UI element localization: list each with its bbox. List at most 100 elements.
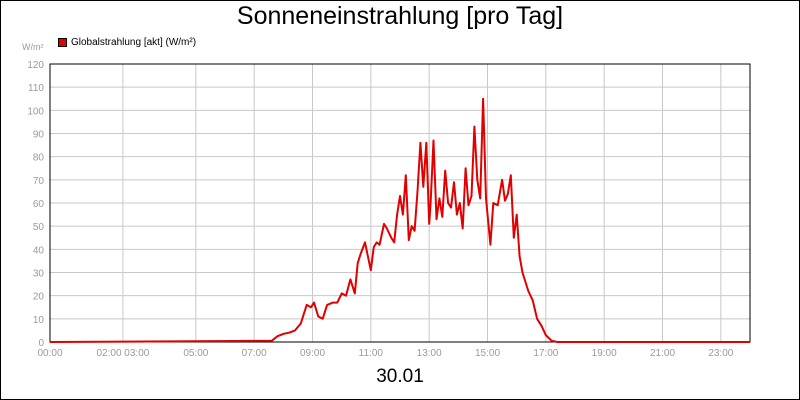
data-point — [283, 333, 284, 334]
data-point — [536, 318, 537, 319]
y-tick-label: 60 — [33, 199, 45, 210]
data-point — [445, 170, 446, 171]
y-tick-label: 100 — [27, 106, 44, 117]
data-point — [442, 216, 443, 217]
x-tick-label: 15:00 — [475, 348, 500, 359]
data-point — [510, 175, 511, 176]
data-point — [345, 295, 346, 296]
data-point — [545, 334, 546, 335]
data-point — [420, 142, 421, 143]
x-tick-label: 09:00 — [300, 348, 325, 359]
data-point — [429, 223, 430, 224]
data-point — [465, 168, 466, 169]
data-point — [532, 300, 533, 301]
x-tick-label: 05:00 — [183, 348, 208, 359]
data-point — [294, 330, 295, 331]
x-tick-label: 17:00 — [533, 348, 558, 359]
data-point — [459, 202, 460, 203]
data-point — [468, 205, 469, 206]
y-axis-unit: W/m² — [22, 42, 44, 52]
data-point — [300, 323, 301, 324]
data-point — [383, 223, 384, 224]
data-point — [373, 246, 374, 247]
data-point — [357, 263, 358, 264]
data-point — [507, 193, 508, 194]
data-point — [396, 214, 397, 215]
data-point — [453, 182, 454, 183]
y-tick-label: 110 — [28, 83, 44, 94]
plot-border — [49, 63, 751, 343]
legend: Globalstrahlung [akt] (W/m²) — [58, 37, 196, 48]
y-tick-label: 30 — [33, 269, 45, 280]
y-tick-label: 90 — [33, 130, 45, 141]
data-point — [360, 253, 361, 254]
data-point — [341, 293, 342, 294]
legend-label: Globalstrahlung [akt] (W/m²) — [71, 37, 197, 48]
data-point — [493, 202, 494, 203]
data-point — [519, 256, 520, 257]
x-tick-label: 23:00 — [708, 348, 733, 359]
legend-swatch — [58, 38, 67, 47]
data-point — [430, 202, 431, 203]
y-tick-label: 120 — [27, 60, 44, 71]
data-point — [436, 219, 437, 220]
data-point — [405, 175, 406, 176]
x-tick-label: 11:00 — [359, 348, 384, 359]
data-point — [563, 341, 564, 342]
data-point — [456, 214, 457, 215]
data-point — [402, 214, 403, 215]
data-point — [376, 242, 377, 243]
series-line-0 — [49, 97, 750, 343]
data-point — [480, 198, 481, 199]
data-point — [490, 244, 491, 245]
x-tick-label: 00:00 — [37, 348, 62, 359]
data-point — [448, 202, 449, 203]
data-point — [504, 200, 505, 201]
x-tick-label: 13:00 — [417, 348, 442, 359]
y-tick-label: 20 — [33, 292, 45, 303]
data-point — [408, 239, 409, 240]
data-point — [541, 325, 542, 326]
data-point — [439, 198, 440, 199]
data-point — [354, 293, 355, 294]
data-point — [426, 142, 427, 143]
data-point — [326, 304, 327, 305]
data-point — [516, 214, 517, 215]
y-tick-label: 50 — [33, 222, 45, 233]
data-point — [318, 316, 319, 317]
data-point — [337, 302, 338, 303]
data-point — [417, 191, 418, 192]
data-point — [306, 304, 307, 305]
data-point — [332, 302, 333, 303]
x-tick-label: 07:00 — [242, 348, 267, 359]
data-point — [497, 205, 498, 206]
data-point — [277, 336, 278, 337]
data-point — [350, 279, 351, 280]
data-point — [551, 340, 552, 341]
data-point — [289, 332, 290, 333]
data-point — [394, 242, 395, 243]
data-point — [513, 237, 514, 238]
y-tick-label: 0 — [38, 338, 44, 349]
y-tick-label: 70 — [33, 176, 45, 187]
x-tick-label: 19:00 — [592, 348, 617, 359]
data-point — [322, 318, 323, 319]
data-point — [483, 98, 484, 99]
data-point — [501, 179, 502, 180]
data-point — [367, 256, 368, 257]
data-point — [749, 341, 750, 342]
y-tick-label: 10 — [33, 315, 45, 326]
data-point — [485, 198, 486, 199]
data-point — [462, 228, 463, 229]
data-point — [313, 302, 314, 303]
data-point — [49, 341, 50, 342]
data-point — [414, 230, 415, 231]
x-tick-label: 02:00 03:00 — [97, 348, 150, 359]
data-point — [450, 207, 451, 208]
data-point — [477, 179, 478, 180]
x-tick-label: 21:00 — [650, 348, 675, 359]
data-point — [399, 195, 400, 196]
data-point — [557, 341, 558, 342]
data-point — [474, 126, 475, 127]
